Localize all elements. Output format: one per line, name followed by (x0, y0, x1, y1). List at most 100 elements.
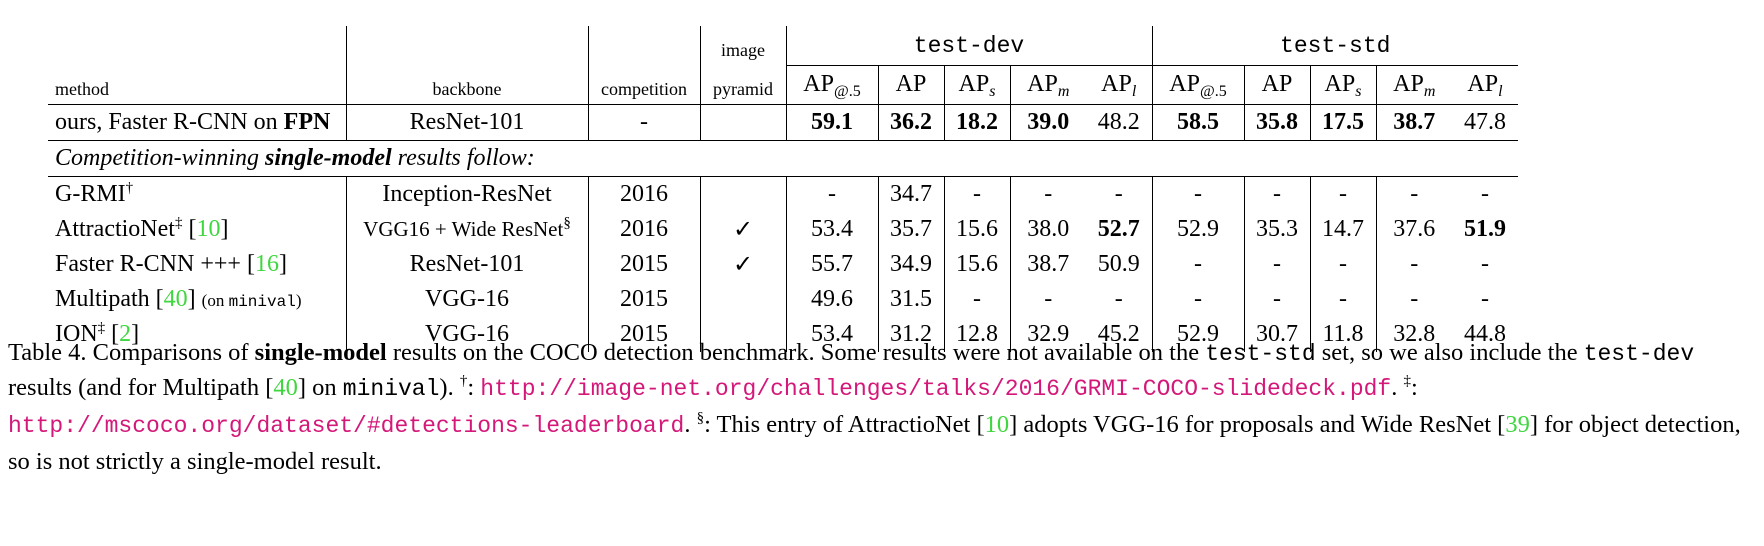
value-cell: 55.7 (786, 247, 879, 282)
value-cell: 45.2 (1086, 317, 1153, 352)
table-row: AttractioNet‡ [10] VGG16 + Wide ResNet§ … (48, 212, 1518, 247)
value-cell: 52.9 (1152, 212, 1245, 247)
value-cell: 58.5 (1152, 104, 1245, 141)
value-cell: - (1310, 282, 1377, 317)
value-cell: 52.7 (1086, 212, 1153, 247)
value-cell: 11.8 (1310, 317, 1377, 352)
value-cell: 30.7 (1244, 317, 1311, 352)
citation-link[interactable]: 40 (163, 286, 188, 312)
method-cell: Multipath [40] (on minival) (48, 282, 347, 317)
value-cell: 47.8 (1452, 104, 1518, 141)
value-cell: 59.1 (786, 104, 879, 141)
url-link-grmi[interactable]: http://image-net.org/challenges/talks/20… (480, 376, 1392, 402)
value-cell: 35.3 (1244, 212, 1311, 247)
competition-cell: 2015 (588, 282, 701, 317)
header-test-std: test-std (1152, 26, 1518, 66)
header-method: method (48, 26, 347, 105)
value-cell: 35.7 (878, 212, 945, 247)
header-test-dev: test-dev (786, 26, 1153, 66)
value-cell: 14.7 (1310, 212, 1377, 247)
value-cell: 44.8 (1464, 321, 1506, 347)
backbone-cell: VGG16 + Wide ResNet§ (346, 212, 589, 247)
competition-cell: - (588, 104, 701, 141)
value-cell: - (1410, 181, 1419, 207)
competition-cell: 2016 (588, 176, 701, 212)
value-cell: 51.9 (1464, 216, 1506, 242)
value-cell: 18.2 (944, 104, 1011, 141)
backbone-cell: ResNet-101 (346, 104, 589, 141)
value-cell: - (1244, 282, 1311, 317)
value-cell: 17.5 (1310, 104, 1377, 141)
value-cell: - (1086, 282, 1153, 317)
value-cell: - (1310, 247, 1377, 282)
value-cell: 38.0 (1027, 216, 1070, 242)
value-cell: 35.8 (1244, 104, 1311, 141)
value-cell: - (1410, 251, 1419, 277)
backbone-cell: ResNet-101 (346, 247, 589, 282)
url-link-mscoco[interactable]: http://mscoco.org/dataset/#detections-le… (8, 413, 685, 439)
header-pyramid: pyramid (700, 65, 787, 105)
value-cell: 48.2 (1086, 104, 1153, 141)
value-cell: - (1244, 176, 1311, 212)
header-ap-dev-1: AP (878, 65, 945, 105)
citation-link[interactable]: 40 (273, 374, 298, 401)
backbone-cell: VGG-16 (346, 282, 589, 317)
value-cell: - (1410, 286, 1419, 312)
header-backbone: backbone (346, 26, 589, 105)
table-row: ION‡ [2] VGG-16 2015 53.4 31.2 12.8 32.9… (48, 317, 1518, 352)
section-heading: Competition-winning single-model results… (48, 140, 1518, 177)
checkmark-icon: ✓ (700, 212, 787, 247)
competition-cell: 2016 (588, 212, 701, 247)
header-ap-dev-4: APl (1086, 65, 1153, 105)
pyramid-cell (700, 282, 787, 317)
header-ap-std-4: APl (1467, 71, 1503, 101)
table-row: Multipath [40] (on minival) VGG-16 2015 … (48, 282, 1518, 317)
checkmark-icon: ✓ (700, 247, 787, 282)
value-cell: - (1086, 176, 1153, 212)
table-caption: Table 4. Comparisons of single-model res… (8, 339, 1741, 475)
value-cell: 12.8 (944, 317, 1011, 352)
value-cell: 53.4 (786, 317, 879, 352)
citation-link[interactable]: 39 (1505, 411, 1530, 438)
value-cell: 36.2 (878, 104, 945, 141)
header-competition: competition (588, 26, 701, 105)
value-cell: 53.4 (786, 212, 879, 247)
header-ap-std-1: AP (1244, 65, 1311, 105)
value-cell: 39.0 (1010, 104, 1086, 141)
method-cell: ours, Faster R-CNN on FPN (48, 104, 347, 141)
value-cell: - (1244, 247, 1311, 282)
competition-cell: 2015 (588, 317, 701, 352)
value-cell: 15.6 (944, 212, 1011, 247)
value-cell: - (786, 176, 879, 212)
header-ap-dev-2: APs (944, 65, 1011, 105)
value-cell: - (1044, 286, 1053, 312)
value-cell: - (944, 176, 1011, 212)
value-cell: - (1481, 181, 1489, 207)
table-row-ours: ours, Faster R-CNN on FPN ResNet-101 - 5… (48, 104, 1518, 141)
header-ap-dev-0: AP@.5 (786, 65, 879, 105)
citation-link[interactable]: 16 (254, 251, 279, 277)
section-row: Competition-winning single-model results… (48, 140, 1518, 177)
value-cell: 37.6 (1393, 216, 1436, 242)
table-row: Faster R-CNN +++ [16] ResNet-101 2015 ✓ … (48, 247, 1518, 282)
citation-link[interactable]: 2 (119, 321, 132, 347)
citation-link[interactable]: 10 (984, 411, 1010, 438)
value-cell: - (1044, 181, 1053, 207)
method-cell: ION‡ [2] (48, 317, 347, 352)
value-cell: 31.2 (878, 317, 945, 352)
citation-link[interactable]: 10 (196, 216, 221, 242)
table-row: G-RMI† Inception-ResNet 2016 - 34.7 - - … (48, 176, 1518, 212)
header-ap-std-3: APm (1393, 71, 1436, 101)
pyramid-cell (700, 104, 787, 141)
method-cell: AttractioNet‡ [10] (48, 212, 347, 247)
results-table: method backbone competition image test-d… (48, 26, 1518, 352)
header-ap-std-0: AP@.5 (1152, 65, 1245, 105)
method-cell: G-RMI† (48, 176, 347, 212)
value-cell: 34.7 (878, 176, 945, 212)
header-ap-dev-3: APm (1027, 71, 1070, 101)
backbone-cell: VGG-16 (346, 317, 589, 352)
competition-cell: 2015 (588, 247, 701, 282)
value-cell: - (1310, 176, 1377, 212)
header-ap-std-2: APs (1310, 65, 1377, 105)
value-cell: - (1481, 286, 1489, 312)
